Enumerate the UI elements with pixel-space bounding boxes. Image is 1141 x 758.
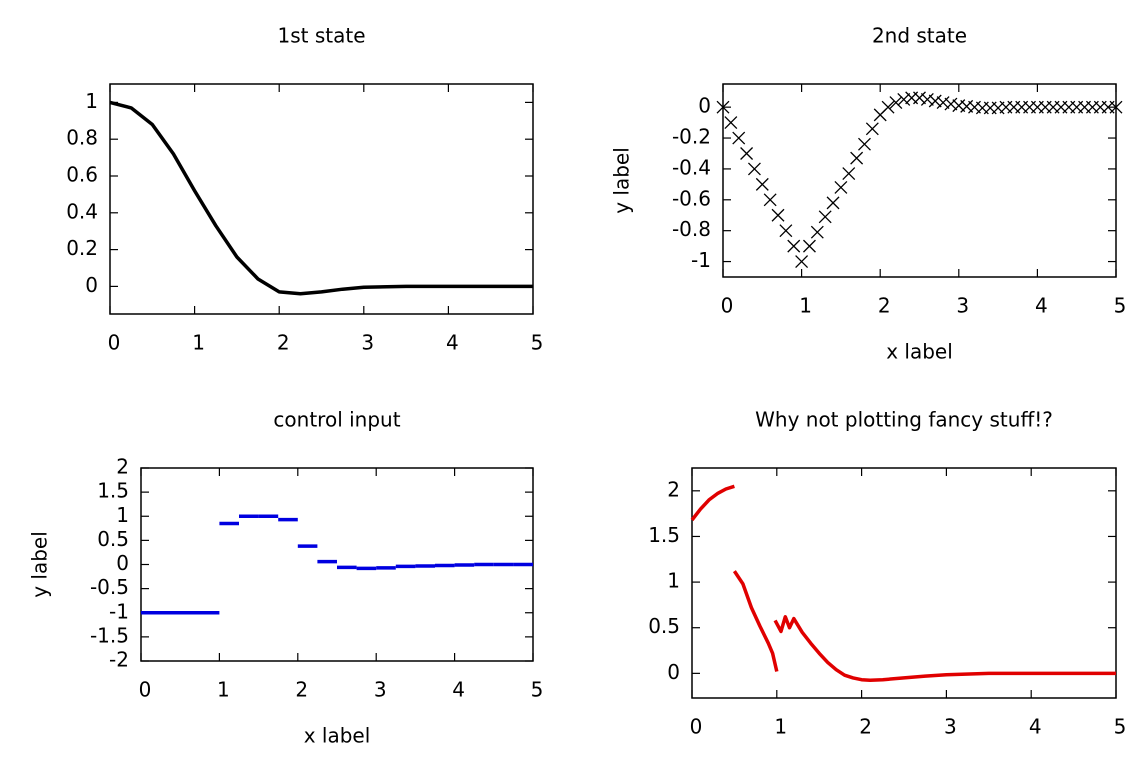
x-tick-label: 1 [799,294,812,318]
data-point [724,116,738,130]
x-tick-label: 0 [690,715,703,739]
x-tick-label: 4 [1029,715,1042,739]
data-point [865,122,879,136]
x-tick-label: 4 [446,331,459,355]
plot-frame [691,467,1117,699]
data-point [834,180,848,194]
plot-frame [109,83,534,315]
y-tick-label: -1 [109,599,129,623]
chart-title: Why not plotting fancy stuff!? [755,408,1053,432]
data-point [944,97,958,111]
chart-title: 2nd state [872,24,967,48]
x-axis-label: x label [886,340,953,364]
y-tick-label: 0.6 [66,163,98,187]
y-tick-label: 0 [85,273,98,297]
y-tick-label: 1.5 [97,479,129,503]
x-tick-label: 0 [721,294,734,318]
y-tick-label: -0.6 [672,186,711,210]
y-tick-label: 0.4 [66,199,98,223]
x-tick-label: 3 [361,331,374,355]
x-tick-label: 5 [531,331,544,355]
x-tick-label: 3 [944,715,957,739]
data-point [755,177,769,191]
x-tick-label: 1 [192,331,205,355]
data-point [818,210,832,224]
chart-title: 1st state [277,24,365,48]
x-tick-label: 2 [859,715,872,739]
x-tick-label: 0 [139,678,152,702]
data-point [920,92,934,106]
data-point [810,225,824,239]
y-tick-label: -0.4 [672,155,711,179]
y-tick-label: 2 [116,455,129,479]
y-tick-label: 1 [85,89,98,113]
x-tick-label: 4 [1035,294,1048,318]
x-tick-label: 3 [374,678,387,702]
x-tick-label: 5 [1114,715,1127,739]
y-tick-label: 0 [116,551,129,575]
y-tick-label: -2 [109,648,129,672]
x-tick-label: 2 [295,678,308,702]
data-point [928,94,942,108]
x-tick-label: 5 [531,678,544,702]
y-tick-label: 2 [667,477,680,501]
y-tick-label: -1.5 [90,623,129,647]
y-tick-label: 0.5 [648,614,680,638]
y-tick-label: -0.2 [672,125,711,149]
data-point [732,131,746,145]
data-point [913,91,926,105]
data-line [690,484,1116,682]
y-tick-label: 0.8 [66,126,98,150]
y-tick-label: 1 [116,503,129,527]
x-tick-label: 2 [277,331,290,355]
data-line [109,100,533,296]
data-point [787,239,801,253]
data-point [1109,100,1123,114]
plot-frame [722,83,1117,278]
data-point [858,137,871,151]
y-tick-label: 0 [698,94,711,118]
x-axis-label: x label [304,724,371,748]
data-point [842,167,856,181]
data-point [936,96,950,109]
data-point [881,100,895,114]
data-point [795,255,809,269]
x-tick-label: 2 [878,294,891,318]
data-point [889,96,903,109]
y-tick-label: 0.2 [66,236,98,260]
y-tick-label: -0.8 [672,217,711,241]
x-tick-label: 3 [956,294,969,318]
data-point [803,239,816,253]
y-tick-label: 1.5 [648,523,680,547]
y-tick-label: 1 [667,569,680,593]
x-tick-label: 4 [452,678,465,702]
data-point [740,147,754,160]
data-point [897,92,911,106]
chart-title: control input [273,408,400,432]
data-point [826,196,840,210]
data-point [747,162,761,176]
y-tick-label: -0.5 [90,575,129,599]
x-tick-label: 1 [217,678,230,702]
data-point [716,100,730,114]
x-tick-label: 5 [1114,294,1127,318]
y-axis-label: y label [610,147,634,214]
data-point [850,151,864,165]
data-point [779,224,793,238]
y-axis-label: y label [28,531,52,598]
x-tick-label: 0 [108,331,121,355]
y-tick-label: -1 [691,248,711,272]
y-tick-label: 0.5 [97,527,129,551]
x-tick-label: 1 [774,715,787,739]
data-point [771,208,785,222]
data-point [763,193,777,207]
y-tick-label: 0 [667,660,680,684]
